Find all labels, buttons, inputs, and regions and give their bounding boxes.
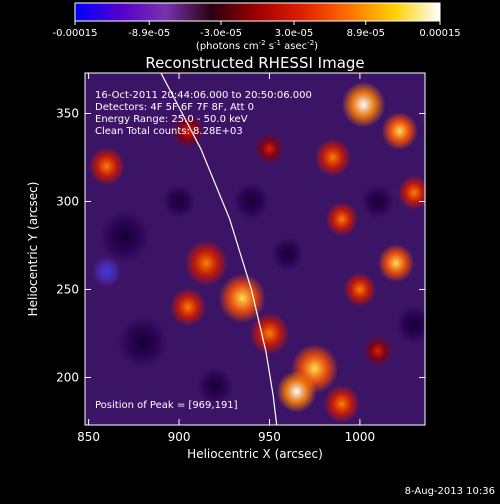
intensity-blob	[170, 288, 207, 327]
intensity-blobs	[88, 81, 425, 423]
intensity-blob	[249, 312, 290, 355]
colorbar-tick-label: 3.0e-05	[275, 28, 313, 39]
y-tick-label: 300	[56, 194, 79, 208]
intensity-blob	[341, 81, 386, 128]
y-axis-ticks: 200 250 300 350	[56, 106, 425, 384]
intensity-blob	[255, 133, 284, 164]
x-axis-ticks: 850 900 950 1000	[77, 73, 375, 444]
colorbar-ticks: -0.00015 -8.9e-05 -3.0e-05 3.0e-05 8.9e-05 0.…	[53, 21, 461, 39]
x-axis-label: Heliocentric X (arcsec)	[187, 447, 323, 461]
x-tick-label: 950	[258, 430, 281, 444]
x-tick-label: 1000	[345, 430, 376, 444]
colorbar-tick-label: -8.9e-05	[128, 28, 170, 39]
intensity-blob	[197, 367, 234, 406]
intensity-blob	[218, 273, 266, 323]
intensity-blob	[271, 237, 304, 272]
plot-frame	[84, 72, 426, 426]
x-tick-label: 850	[77, 430, 100, 444]
colorbar-tick-label: 0.00015	[419, 28, 460, 39]
intensity-blob	[397, 175, 425, 210]
intensity-blob	[325, 201, 359, 237]
colorbar: -0.00015 -8.9e-05 -3.0e-05 3.0e-05 8.9e-05 0.…	[53, 2, 461, 52]
y-tick-label: 350	[56, 106, 79, 120]
intensity-blob	[117, 315, 169, 369]
intensity-blob	[92, 256, 122, 288]
y-axis-label: Heliocentric Y (arcsec)	[26, 182, 40, 317]
colorbar-tick-label: -3.0e-05	[200, 28, 242, 39]
chart-title: Reconstructed RHESSI Image	[145, 54, 364, 72]
footer-date: 8-Aug-2013 10:36	[405, 486, 495, 497]
colorbar-tick-label: 8.9e-05	[347, 28, 385, 39]
info-line-detectors: Detectors: 4F 5F 6F 7F 8F, Att 0	[95, 102, 254, 113]
intensity-blob	[314, 138, 351, 177]
info-line-time: 16-Oct-2011 20:44:06.000 to 20:50:06.000	[95, 90, 312, 101]
colorbar-unit: (photons cm-2 s-1 asec-2)	[196, 39, 318, 52]
peak-position-label: Position of Peak = [969,191]	[95, 400, 238, 411]
intensity-blob	[233, 182, 270, 221]
info-text: 16-Oct-2011 20:44:06.000 to 20:50:06.000…	[95, 90, 312, 137]
solar-limb-arc	[160, 73, 278, 425]
intensity-blob	[184, 240, 228, 286]
y-tick-label: 200	[56, 370, 79, 384]
intensity-blob	[363, 335, 393, 367]
y-tick-label: 250	[56, 282, 79, 296]
intensity-blob	[323, 384, 360, 423]
intensity-blob	[381, 112, 418, 151]
intensity-blob	[361, 184, 395, 219]
colorbar-gradient	[74, 2, 441, 22]
intensity-blob	[377, 244, 415, 283]
colorbar-tick-label: -0.00015	[53, 28, 98, 39]
intensity-blob	[162, 184, 196, 219]
intensity-blob	[343, 272, 377, 307]
intensity-blob	[99, 210, 151, 264]
image-area	[85, 73, 425, 425]
x-tick-label: 900	[168, 430, 191, 444]
info-line-energy: Energy Range: 25.0 - 50.0 keV	[95, 114, 248, 125]
info-line-clean: Clean Total counts: 8.28E+03	[95, 126, 243, 137]
intensity-blob	[276, 370, 317, 413]
intensity-blob	[396, 305, 425, 344]
intensity-blob	[88, 147, 125, 186]
